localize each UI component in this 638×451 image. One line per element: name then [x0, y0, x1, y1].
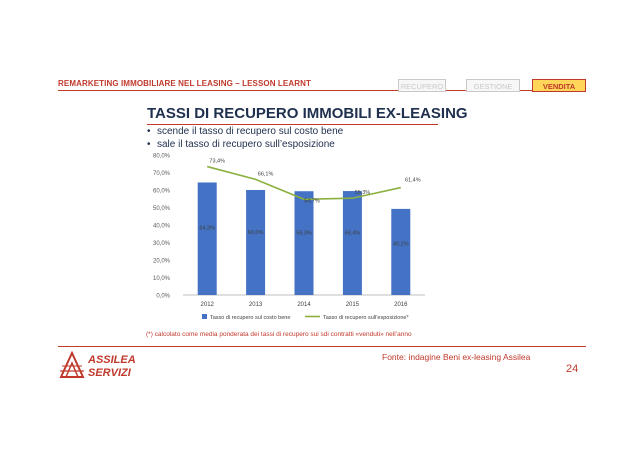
slide-title: TASSI DI RECUPERO IMMOBILI EX-LEASING — [147, 105, 468, 122]
tab-vendita[interactable]: VENDITA — [532, 79, 586, 92]
page-number: 24 — [566, 363, 579, 375]
line-value-label: 55,3% — [355, 190, 371, 196]
y-tick-label: 50,0% — [153, 206, 171, 212]
series-line — [206, 165, 401, 201]
x-tick-label: 2014 — [297, 302, 311, 308]
legend-bar-label: Tasso di recupero sul costo bene — [210, 315, 290, 321]
footer-divider — [58, 346, 586, 347]
y-tick-label: 80,0% — [153, 154, 171, 160]
legend-line-label: Tasso di recupero sull’esposizione* — [323, 315, 409, 321]
bullet-1: • scende il tasso di recupero sul costo b… — [147, 126, 343, 137]
line-value-label: 61,4% — [405, 178, 421, 184]
bullet-dot: • — [147, 126, 151, 137]
line-value-label: 73,4% — [209, 159, 225, 165]
bullet-dot: • — [147, 139, 151, 150]
bar-value-label: 64,3% — [199, 225, 215, 231]
svg-text:SERVIZI: SERVIZI — [88, 367, 132, 379]
x-tick-label: 2015 — [346, 302, 360, 308]
source-note: Fonte: indagine Beni ex-leasing Assilea — [382, 352, 531, 362]
assilea-logo: ASSILEA SERVIZI — [58, 347, 148, 381]
bullet-2-text: sale il tasso di recupero sull’esposizio… — [157, 139, 335, 150]
x-tick-label: 2016 — [394, 302, 408, 308]
bar-value-label: 59,3% — [296, 231, 312, 237]
y-tick-label: 70,0% — [153, 171, 171, 177]
svg-text:ASSILEA: ASSILEA — [87, 354, 136, 366]
bar — [246, 190, 266, 295]
header-divider — [58, 90, 586, 91]
y-tick-label: 60,0% — [153, 189, 171, 195]
bar — [391, 208, 411, 295]
bullet-1-text: scende il tasso di recupero sul costo be… — [157, 126, 344, 137]
bar-value-label: 49,2% — [393, 241, 409, 247]
bar — [197, 182, 217, 295]
legend-bar-swatch — [202, 314, 207, 319]
y-tick-label: 10,0% — [153, 276, 171, 282]
header-title-text: Remarketing immobiliare nel leasing – Le… — [58, 79, 311, 88]
bar-value-label: 59,4% — [345, 231, 361, 237]
y-tick-label: 40,0% — [153, 224, 171, 230]
bar — [294, 191, 314, 295]
tab-gestione[interactable]: GESTIONE — [466, 79, 520, 92]
assilea-logo-mark: ASSILEA SERVIZI — [59, 350, 136, 379]
tab-recupero[interactable]: RECUPERO — [398, 79, 446, 92]
bar — [342, 191, 362, 295]
bullet-2: • sale il tasso di recupero sull’esposizi… — [147, 139, 335, 150]
bar-value-label: 60,0% — [248, 230, 264, 236]
y-tick-label: 0,0% — [156, 294, 170, 300]
header-title: Remarketing immobiliare nel leasing – Le… — [58, 79, 311, 88]
footnote: (*) calcolato come media ponderata dei t… — [146, 331, 412, 338]
title-underline — [147, 124, 438, 125]
y-tick-label: 20,0% — [153, 259, 171, 265]
recovery-rate-chart: 0,0% 10,0% 20,0% 30,0% 40,0% 50,0% 60,0% 70,0% 8… — [153, 154, 425, 321]
y-tick-label: 30,0% — [153, 241, 171, 247]
x-tick-label: 2013 — [249, 302, 263, 308]
line-value-label: 54,7% — [304, 198, 320, 204]
line-value-label: 66,1% — [258, 171, 274, 177]
x-tick-label: 2012 — [201, 302, 215, 308]
